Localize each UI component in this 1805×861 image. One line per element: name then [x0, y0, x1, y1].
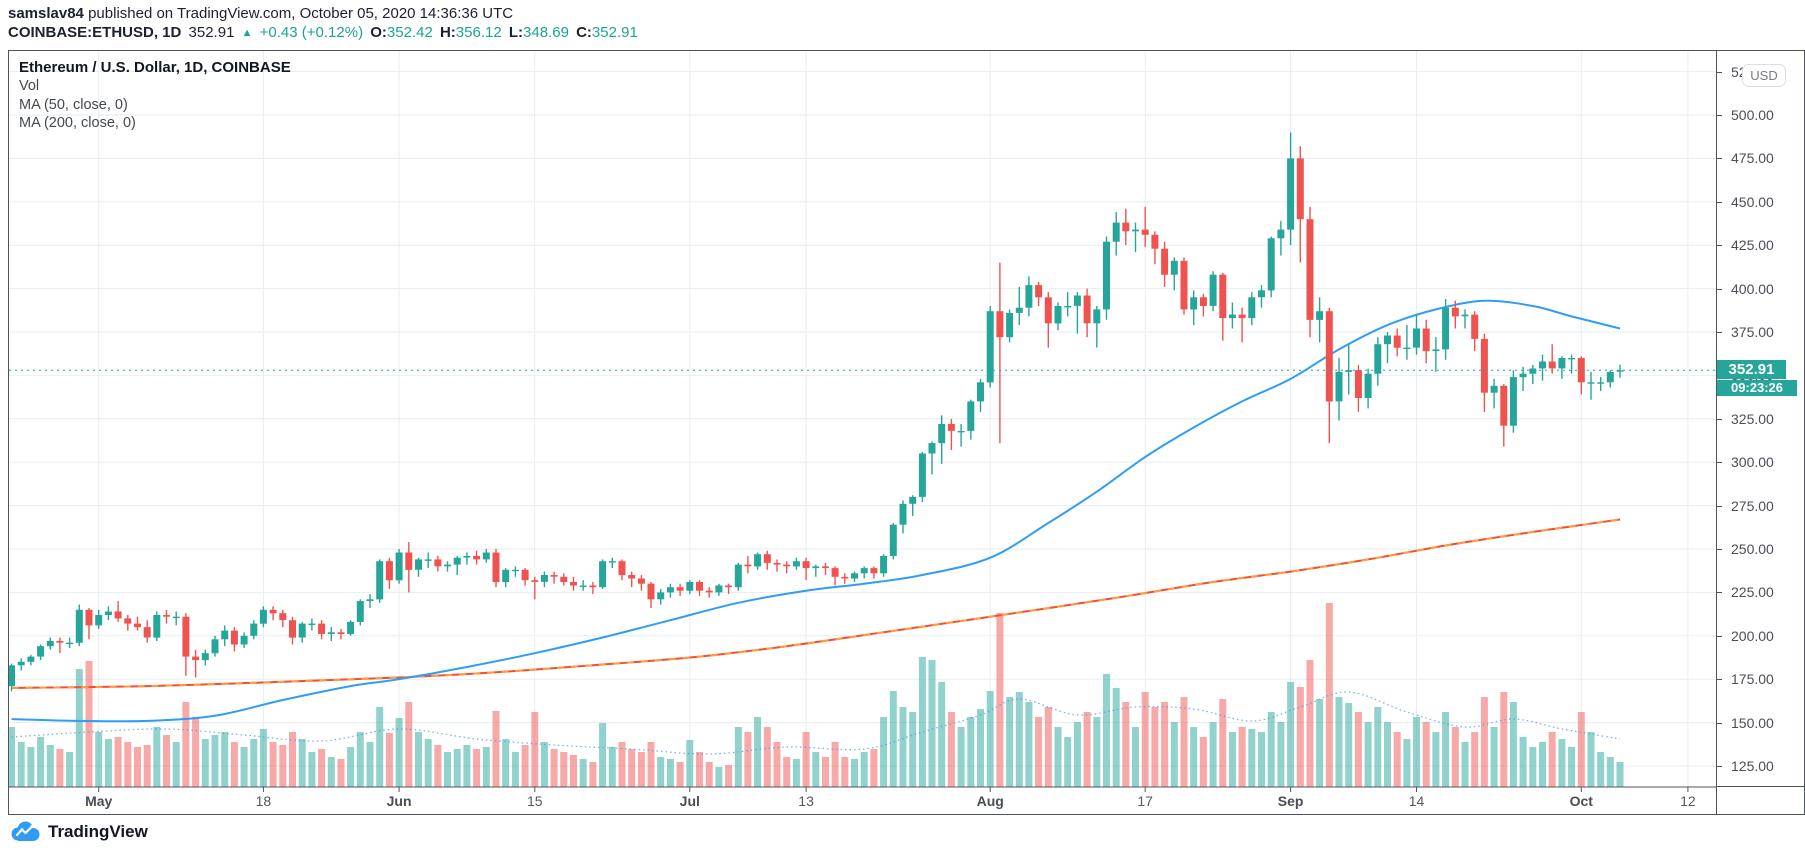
price-label-400.00: 400.00	[1731, 280, 1774, 297]
tradingview-cloud-icon	[11, 821, 40, 841]
price-tick-mark	[1717, 418, 1722, 420]
price-tick-mark	[1717, 462, 1722, 464]
price-tick-mark	[1717, 679, 1722, 681]
price-gridlines	[9, 71, 1716, 767]
price-tick-mark	[1717, 766, 1722, 767]
volume-ma-line	[11, 691, 1621, 755]
time-label-jun: Jun	[386, 793, 412, 809]
time-label-jul: Jul	[679, 793, 700, 809]
price-tick-mark	[1717, 245, 1722, 247]
price-tick-mark	[1717, 332, 1722, 333]
chart-widget: Ethereum / U.S. Dollar, 1D, COINBASE Vol…	[8, 50, 1805, 815]
publish-header: samslav84 published on TradingView.com, …	[8, 5, 513, 22]
time-axis-ticks	[98, 787, 1689, 792]
published-text: published on TradingView.com, October 05…	[88, 5, 514, 22]
currency-toggle-button[interactable]: USD	[1742, 64, 1786, 87]
price-tick-mark	[1717, 505, 1722, 507]
price-label-250.00: 250.00	[1731, 541, 1774, 557]
time-label-13: 13	[798, 793, 814, 809]
price-tick-mark	[1717, 71, 1722, 73]
low-value: 348.69	[523, 24, 569, 41]
price-tick-mark	[1717, 722, 1722, 724]
author-name: samslav84	[8, 5, 84, 22]
open-label: O:	[370, 24, 387, 41]
volume-bars	[9, 603, 1624, 787]
time-gridlines	[98, 51, 1689, 787]
price-change: +0.43 (+0.12%)	[259, 24, 364, 41]
price-label-275.00: 275.00	[1731, 497, 1774, 514]
high-value: 356.12	[455, 24, 502, 41]
ma50-line	[11, 299, 1621, 723]
price-label-375.00: 375.00	[1731, 324, 1774, 340]
time-label-aug: Aug	[976, 793, 1004, 809]
symbol-name: COINBASE:ETHUSD, 1D	[8, 24, 182, 41]
time-axis[interactable]: May 18 Jun 15 Jul 13 Aug 17 Sep 14 Oct 12	[9, 787, 1716, 814]
high-label: H:	[439, 24, 456, 41]
time-label-oct: Oct	[1569, 793, 1593, 809]
price-tick-mark	[1717, 115, 1722, 116]
time-label-14: 14	[1408, 793, 1425, 809]
ma200-line	[11, 518, 1621, 689]
price-label-450.00: 450.00	[1731, 193, 1774, 210]
price-label-150.00: 150.00	[1731, 714, 1774, 731]
price-tick-mark	[1717, 549, 1722, 550]
price-tick-mark	[1717, 158, 1722, 160]
axis-corner-separator	[1717, 786, 1804, 787]
price-tick-mark	[1717, 201, 1722, 203]
last-price-badge: 352.91	[1717, 360, 1786, 379]
price-label-200.00: 200.00	[1731, 627, 1774, 644]
time-label-may: May	[85, 793, 113, 809]
price-label-125.00: 125.00	[1731, 758, 1774, 774]
price-label-300.00: 300.00	[1731, 454, 1774, 471]
price-label-175.00: 175.00	[1731, 671, 1774, 688]
last-price: 352.91	[188, 24, 235, 41]
candles-layer	[9, 132, 1624, 692]
close-label: C:	[576, 24, 592, 41]
price-tick-mark	[1717, 288, 1722, 290]
time-label-12: 12	[1680, 793, 1696, 809]
price-label-500.00: 500.00	[1731, 107, 1774, 123]
price-axis[interactable]: USD 125.00 150.00 175.00 200.00 225.00 250.00…	[1716, 51, 1804, 814]
chart-plot-area[interactable]	[9, 51, 1716, 814]
price-up-triangle-icon: ▲	[241, 27, 253, 39]
time-label-18: 18	[255, 793, 272, 809]
price-tick-mark	[1717, 592, 1722, 594]
symbol-status-line: COINBASE:ETHUSD, 1D 352.91 ▲ +0.43 (+0.1…	[8, 24, 641, 43]
time-label-17: 17	[1137, 793, 1153, 809]
price-tick-mark	[1717, 635, 1722, 637]
open-value: 352.42	[386, 24, 433, 41]
time-label-15: 15	[527, 793, 543, 809]
price-label-425.00: 425.00	[1731, 237, 1774, 254]
low-label: L:	[508, 24, 524, 41]
tradingview-logo-text: TradingView	[48, 821, 148, 841]
tradingview-logo[interactable]: TradingView	[10, 821, 148, 842]
price-label-225.00: 225.00	[1731, 584, 1774, 601]
price-label-475.00: 475.00	[1731, 150, 1774, 167]
bar-countdown-badge: 09:23:26	[1717, 380, 1797, 396]
close-value: 352.91	[591, 24, 638, 41]
price-label-325.00: 325.00	[1731, 410, 1774, 427]
time-label-sep: Sep	[1277, 793, 1304, 809]
